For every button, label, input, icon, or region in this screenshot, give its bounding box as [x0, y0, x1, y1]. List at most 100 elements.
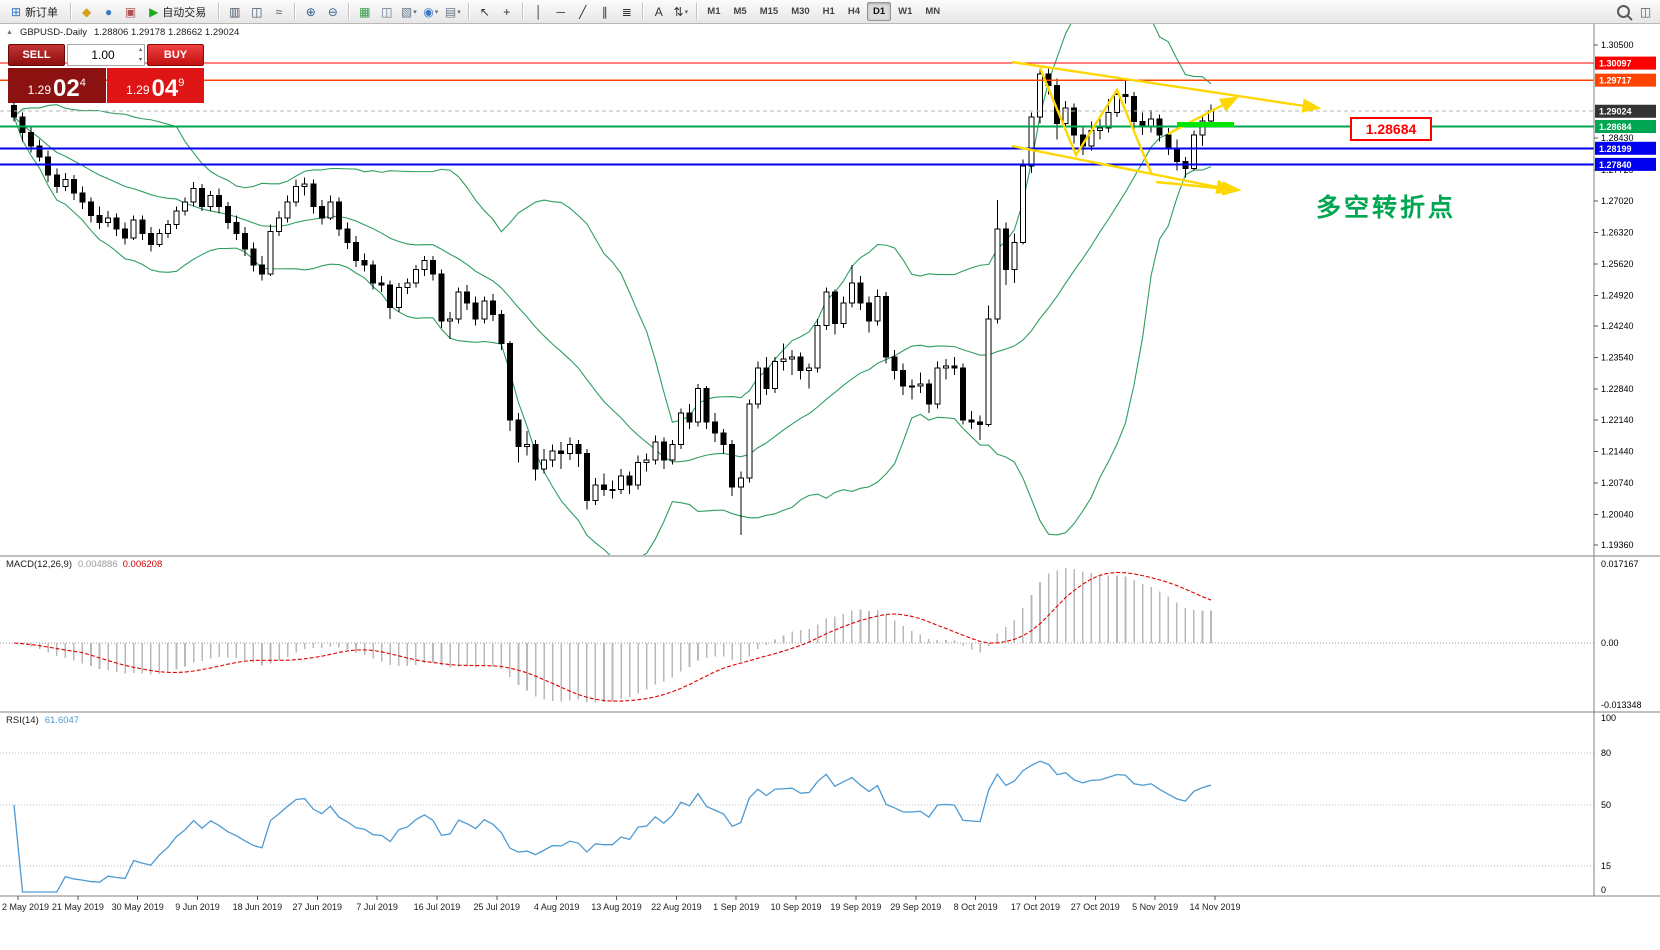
- timeframe-MN[interactable]: MN: [925, 6, 941, 17]
- timeframe-M15[interactable]: M15: [759, 6, 779, 17]
- scripts-icon[interactable]: ◆: [76, 1, 97, 22]
- sell-button[interactable]: SELL: [8, 44, 65, 66]
- date-label: 25 Jul 2019: [474, 902, 521, 912]
- date-label: 9 Jun 2019: [175, 902, 220, 912]
- search-icon[interactable]: [1613, 1, 1634, 22]
- time-axis[interactable]: 2 May 2019 21 May 2019 30 May 2019 9 Jun 20…: [2, 896, 1241, 912]
- volume-up-icon[interactable]: ▴: [138, 47, 142, 53]
- sell-price-display[interactable]: 1.29 02 4: [8, 68, 106, 103]
- candlestick-chart-icon-glyph: ◫: [251, 4, 263, 19]
- new-order-button[interactable]: ⊞ 新订单: [4, 1, 65, 22]
- rsi-value: 61.6047: [44, 715, 80, 726]
- toolbar-separator: [522, 3, 524, 20]
- crosshair-icon[interactable]: +: [496, 1, 517, 22]
- sell-price-big-figure: 1.29: [27, 83, 52, 97]
- timeframe-M5[interactable]: M5: [733, 6, 747, 17]
- new-window-icon[interactable]: ◫: [1635, 1, 1656, 22]
- market-watch-icon[interactable]: ●: [98, 1, 119, 22]
- svg-text:1.29024: 1.29024: [1599, 107, 1632, 117]
- tile-windows-icon[interactable]: ◫: [376, 1, 397, 22]
- price-axis[interactable]: 1.305001.284301.277201.270201.263201.256…: [0, 24, 1660, 897]
- text-icon[interactable]: A: [648, 1, 669, 22]
- date-label: 30 May 2019: [112, 902, 164, 912]
- rsi-axis-label: 80: [1601, 748, 1611, 758]
- text-icon-glyph: A: [654, 4, 663, 19]
- templates-icon-caret: ▾: [457, 8, 461, 16]
- chart-canvas[interactable]: 1.305001.284301.277201.270201.263201.256…: [0, 24, 1660, 950]
- bar-chart-icon[interactable]: ▥: [224, 1, 245, 22]
- line-chart-icon-glyph: ≈: [275, 4, 283, 19]
- objects-list-icon[interactable]: ▧ ▾: [398, 1, 419, 22]
- vertical-line-icon-glyph: │: [535, 4, 543, 19]
- timeframe-H1[interactable]: H1: [822, 6, 835, 17]
- cursor-icon-glyph: ↖: [479, 4, 490, 19]
- rsi-axis-label: 100: [1601, 713, 1616, 723]
- horizontal-line-icon[interactable]: ─: [550, 1, 571, 22]
- date-label: 22 Aug 2019: [651, 902, 702, 912]
- crosshair-icon-glyph: +: [503, 4, 511, 19]
- data-window-icon[interactable]: ▣: [120, 1, 141, 22]
- trendline-icon[interactable]: ╱: [572, 1, 593, 22]
- toolbar-right-group: ◫: [1613, 1, 1656, 22]
- macd-main-value: 0.004886: [78, 559, 118, 570]
- hline-price-label: 1.29717: [1595, 73, 1656, 87]
- rsi-name: RSI(14): [6, 715, 39, 726]
- fibonacci-icon[interactable]: ≣: [616, 1, 637, 22]
- date-label: 13 Aug 2019: [591, 902, 642, 912]
- volume-input[interactable]: [68, 45, 144, 65]
- date-label: 1 Sep 2019: [713, 902, 759, 912]
- buy-button[interactable]: BUY: [147, 44, 204, 66]
- price-textbox[interactable]: 1.28684: [1350, 117, 1432, 141]
- arrows-icon[interactable]: ⇅ ▾: [670, 1, 691, 22]
- zoom-out-icon[interactable]: ⊖: [322, 1, 343, 22]
- buy-price-fraction: 9: [178, 77, 185, 89]
- cycles-icon[interactable]: ◉ ▾: [420, 1, 441, 22]
- bar-chart-icon-glyph: ▥: [229, 4, 241, 19]
- tile-windows-icon-glyph: ◫: [381, 4, 393, 19]
- macd-axis-label: 0.00: [1601, 638, 1619, 648]
- candlestick-chart-icon[interactable]: ◫: [246, 1, 267, 22]
- date-label: 29 Sep 2019: [890, 902, 941, 912]
- channel-icon-glyph: ∥: [601, 4, 608, 19]
- zoom-in-icon[interactable]: ⊕: [300, 1, 321, 22]
- volume-down-icon[interactable]: ▾: [138, 57, 142, 63]
- sell-price-pips: 02: [53, 75, 80, 102]
- timeframe-W1[interactable]: W1: [898, 6, 913, 17]
- rsi-layer: [0, 752, 1594, 893]
- cursor-icon[interactable]: ↖: [474, 1, 495, 22]
- templates-icon[interactable]: ▤ ▾: [442, 1, 463, 22]
- chart-drawings[interactable]: [1011, 60, 1322, 196]
- volume-field: ▴ ▾: [67, 44, 145, 66]
- price-tick-label: 1.26320: [1601, 228, 1634, 238]
- timeframe-M1[interactable]: M1: [707, 6, 721, 17]
- timeframe-D1[interactable]: D1: [866, 2, 892, 21]
- price-tick-label: 1.25620: [1601, 259, 1634, 269]
- sell-price-fraction: 4: [79, 77, 86, 89]
- date-label: 19 Sep 2019: [830, 902, 881, 912]
- buy-price-pips: 04: [151, 75, 179, 102]
- rsi-axis-label: 15: [1601, 861, 1611, 871]
- grid-icon[interactable]: ▦: [354, 1, 375, 22]
- timeframe-M30[interactable]: M30: [791, 6, 810, 17]
- new-order-button-glyph: ⊞: [11, 4, 22, 19]
- timeframe-H4[interactable]: H4: [847, 6, 860, 17]
- new-window-icon-glyph: ◫: [1639, 4, 1652, 19]
- rsi-indicator-label: RSI(14) 61.6047: [6, 715, 79, 726]
- buy-price-display[interactable]: 1.29 04 9: [106, 68, 204, 103]
- date-label: 14 Nov 2019: [1189, 902, 1240, 912]
- date-label: 21 May 2019: [52, 902, 104, 912]
- toolbar-separator: [294, 3, 296, 20]
- chart-symbol-label: GBPUSD-.Daily: [19, 27, 87, 38]
- channel-icon[interactable]: ∥: [594, 1, 615, 22]
- cycles-icon-caret: ▾: [434, 8, 439, 16]
- date-label: 27 Oct 2019: [1071, 902, 1120, 912]
- price-tick-label: 1.30500: [1601, 40, 1634, 50]
- date-label: 18 Jun 2019: [233, 902, 283, 912]
- buy-price-big-figure: 1.29: [126, 83, 150, 97]
- auto-trading-button[interactable]: ▶ 自动交易: [142, 1, 213, 22]
- vertical-line-icon[interactable]: │: [528, 1, 549, 22]
- annotation-text: 多空转折点: [1316, 194, 1457, 222]
- line-chart-icon[interactable]: ≈: [268, 1, 289, 22]
- price-tick-label: 1.28430: [1601, 133, 1634, 143]
- chart-ohlc-values: 1.28806 1.29178 1.28662 1.29024: [93, 27, 240, 38]
